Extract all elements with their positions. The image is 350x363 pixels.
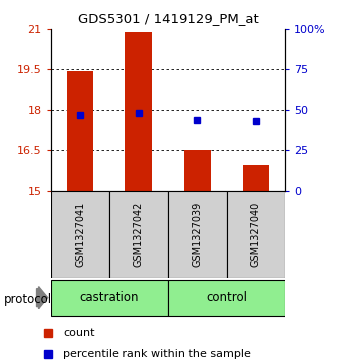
Text: GSM1327042: GSM1327042 xyxy=(134,201,144,267)
Text: GSM1327039: GSM1327039 xyxy=(192,201,202,267)
Text: GSM1327041: GSM1327041 xyxy=(75,201,85,267)
Bar xyxy=(227,191,285,278)
Text: percentile rank within the sample: percentile rank within the sample xyxy=(63,349,251,359)
Text: GSM1327040: GSM1327040 xyxy=(251,201,261,267)
Bar xyxy=(51,280,168,315)
Bar xyxy=(184,150,210,191)
Text: protocol: protocol xyxy=(4,293,52,306)
Bar xyxy=(51,191,109,278)
Bar xyxy=(67,71,93,191)
Title: GDS5301 / 1419129_PM_at: GDS5301 / 1419129_PM_at xyxy=(78,12,258,25)
Bar xyxy=(126,32,152,191)
Text: castration: castration xyxy=(80,291,139,304)
Bar xyxy=(243,165,269,191)
Bar xyxy=(168,280,285,315)
Bar xyxy=(109,191,168,278)
Bar xyxy=(168,191,227,278)
Text: control: control xyxy=(206,291,247,304)
Text: count: count xyxy=(63,328,95,338)
FancyArrow shape xyxy=(36,287,48,309)
